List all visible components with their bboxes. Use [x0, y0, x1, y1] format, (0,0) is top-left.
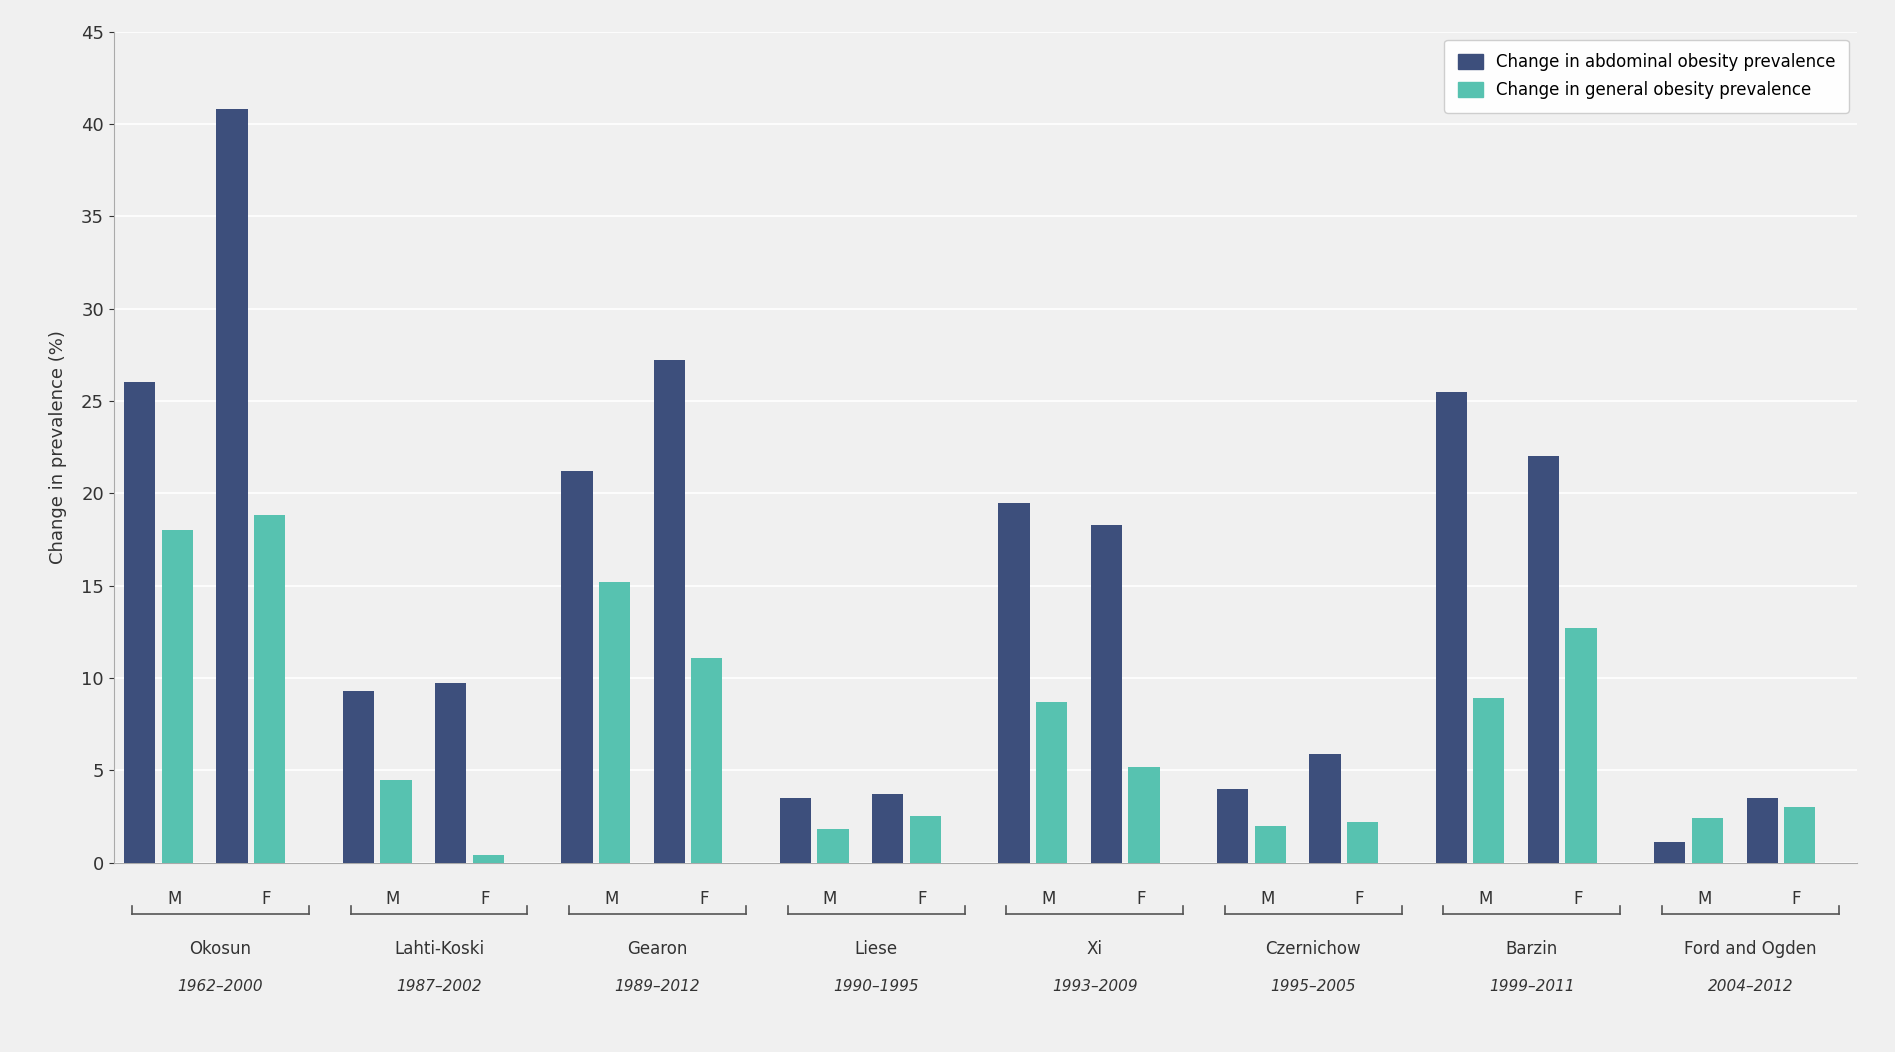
- Bar: [1347, 822, 1378, 863]
- Text: F: F: [262, 890, 271, 908]
- Text: F: F: [1573, 890, 1582, 908]
- Bar: [472, 855, 504, 863]
- Text: 1987–2002: 1987–2002: [396, 979, 481, 994]
- Bar: [999, 503, 1029, 863]
- Text: Liese: Liese: [855, 940, 898, 958]
- Text: M: M: [605, 890, 618, 908]
- Bar: [692, 658, 722, 863]
- Y-axis label: Change in prevalence (%): Change in prevalence (%): [49, 330, 66, 564]
- Bar: [817, 829, 849, 863]
- Bar: [561, 471, 593, 863]
- Text: 1989–2012: 1989–2012: [614, 979, 701, 994]
- Text: M: M: [1698, 890, 1711, 908]
- Bar: [1309, 753, 1340, 863]
- Legend: Change in abdominal obesity prevalence, Change in general obesity prevalence: Change in abdominal obesity prevalence, …: [1444, 40, 1850, 113]
- Bar: [1527, 457, 1560, 863]
- Text: 2004–2012: 2004–2012: [1707, 979, 1793, 994]
- Text: F: F: [479, 890, 491, 908]
- Bar: [781, 798, 811, 863]
- Text: Ford and Ogden: Ford and Ogden: [1685, 940, 1817, 958]
- Bar: [1783, 807, 1815, 863]
- Text: 1995–2005: 1995–2005: [1270, 979, 1357, 994]
- Bar: [1037, 702, 1067, 863]
- Bar: [1747, 798, 1778, 863]
- Text: Xi: Xi: [1086, 940, 1103, 958]
- Bar: [910, 816, 942, 863]
- Text: Lahti-Koski: Lahti-Koski: [394, 940, 483, 958]
- Text: 1962–2000: 1962–2000: [178, 979, 263, 994]
- Bar: [1692, 818, 1723, 863]
- Bar: [381, 780, 411, 863]
- Bar: [1565, 628, 1597, 863]
- Text: M: M: [1260, 890, 1273, 908]
- Text: F: F: [1355, 890, 1364, 908]
- Text: 1990–1995: 1990–1995: [834, 979, 919, 994]
- Bar: [1254, 826, 1287, 863]
- Text: 1993–2009: 1993–2009: [1052, 979, 1137, 994]
- Bar: [654, 360, 684, 863]
- Text: Czernichow: Czernichow: [1266, 940, 1361, 958]
- Text: F: F: [699, 890, 709, 908]
- Text: 1999–2011: 1999–2011: [1489, 979, 1575, 994]
- Text: F: F: [1793, 890, 1802, 908]
- Text: F: F: [1137, 890, 1146, 908]
- Text: M: M: [167, 890, 182, 908]
- Bar: [1654, 843, 1685, 863]
- Bar: [599, 582, 631, 863]
- Text: Gearon: Gearon: [627, 940, 688, 958]
- Text: M: M: [1042, 890, 1056, 908]
- Text: M: M: [822, 890, 838, 908]
- Text: Okosun: Okosun: [190, 940, 252, 958]
- Bar: [872, 794, 904, 863]
- Bar: [161, 530, 193, 863]
- Bar: [1472, 699, 1505, 863]
- Text: M: M: [385, 890, 400, 908]
- Bar: [1217, 789, 1249, 863]
- Bar: [1092, 525, 1122, 863]
- Bar: [1436, 391, 1467, 863]
- Text: F: F: [917, 890, 927, 908]
- Bar: [254, 515, 286, 863]
- Bar: [1128, 767, 1160, 863]
- Bar: [343, 691, 373, 863]
- Bar: [436, 684, 466, 863]
- Bar: [125, 383, 155, 863]
- Text: M: M: [1478, 890, 1493, 908]
- Bar: [216, 109, 248, 863]
- Text: Barzin: Barzin: [1507, 940, 1558, 958]
